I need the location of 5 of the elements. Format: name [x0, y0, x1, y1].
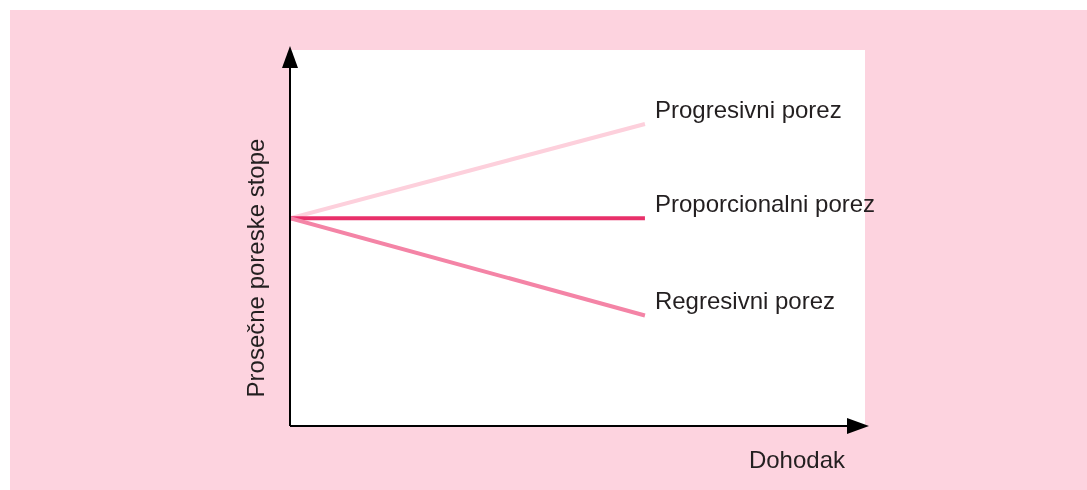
series-label: Regresivni porez — [654, 287, 836, 315]
series-label: Progresivni porez — [654, 95, 842, 123]
series-label: Proporcionalni porez — [654, 190, 876, 218]
x-axis-title: Dohodak — [748, 446, 846, 473]
y-axis-title: Prosečne poreske stope — [242, 138, 269, 398]
